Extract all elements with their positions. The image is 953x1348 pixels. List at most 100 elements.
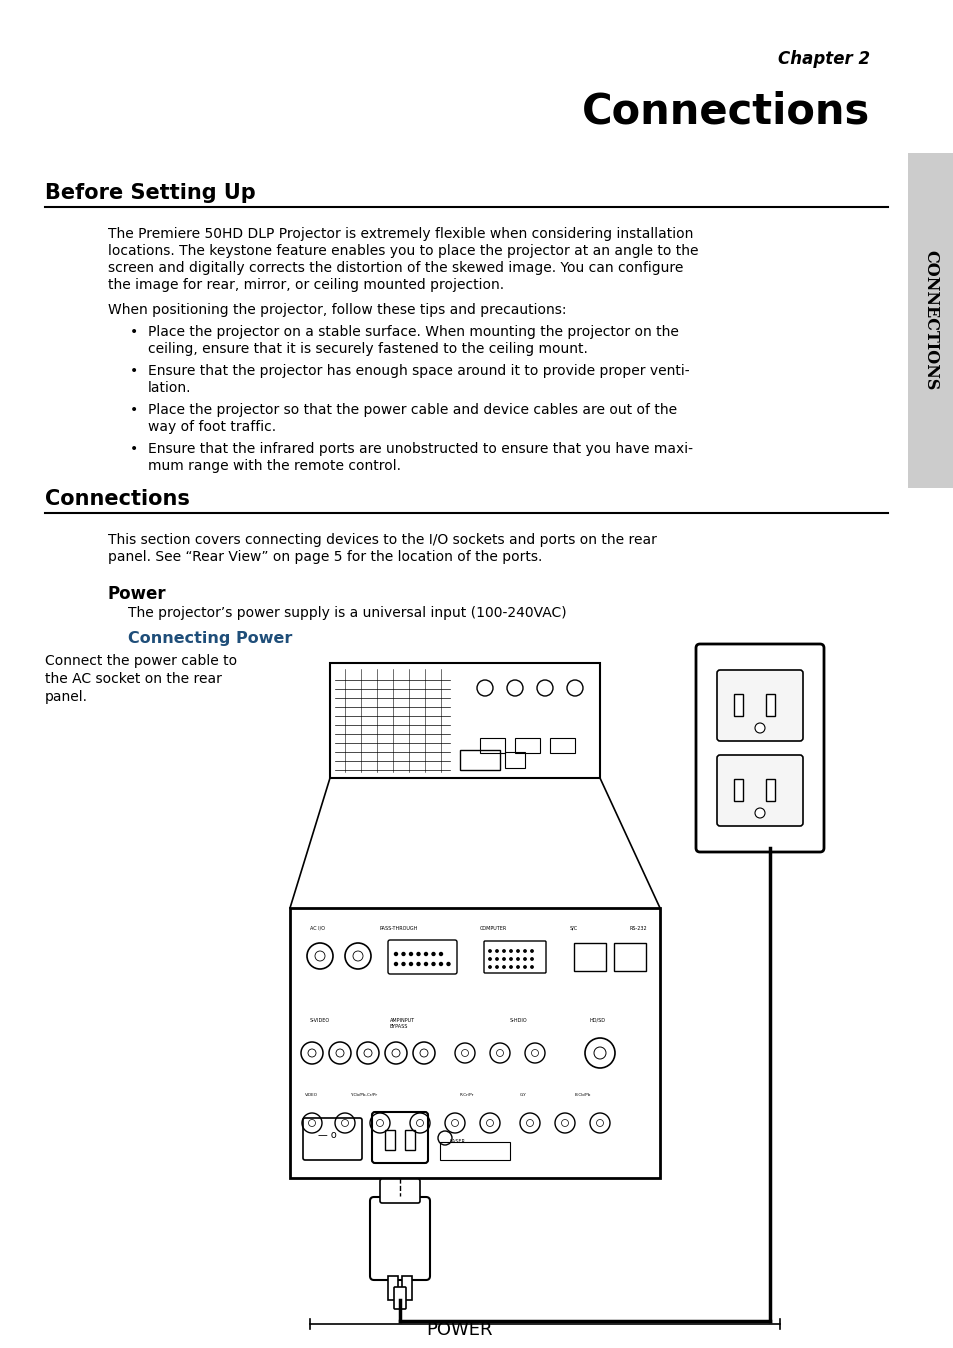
Bar — [733, 694, 742, 716]
Text: Place the projector on a stable surface. When mounting the projector on the: Place the projector on a stable surface.… — [148, 325, 679, 338]
Circle shape — [502, 950, 505, 952]
Circle shape — [416, 953, 419, 956]
Text: way of foot traffic.: way of foot traffic. — [148, 421, 275, 434]
Text: S-HDIO: S-HDIO — [510, 1018, 527, 1023]
Circle shape — [395, 962, 397, 965]
Text: ceiling, ensure that it is securely fastened to the ceiling mount.: ceiling, ensure that it is securely fast… — [148, 342, 587, 356]
Circle shape — [509, 965, 512, 968]
Text: Power: Power — [108, 585, 167, 603]
Text: •: • — [130, 364, 138, 377]
Circle shape — [496, 965, 497, 968]
Circle shape — [401, 962, 405, 965]
Text: The projector’s power supply is a universal input (100-240VAC): The projector’s power supply is a univer… — [128, 607, 566, 620]
Circle shape — [496, 950, 497, 952]
Circle shape — [488, 958, 491, 960]
Text: Ensure that the infrared ports are unobstructed to ensure that you have maxi-: Ensure that the infrared ports are unobs… — [148, 442, 692, 456]
Text: S/C: S/C — [569, 926, 578, 931]
Text: This section covers connecting devices to the I/O sockets and ports on the rear: This section covers connecting devices t… — [108, 532, 657, 547]
Bar — [907, 154, 953, 488]
Text: Before Setting Up: Before Setting Up — [45, 183, 255, 204]
Circle shape — [523, 958, 526, 960]
Circle shape — [409, 953, 412, 956]
Bar — [504, 752, 524, 768]
Text: locations. The keystone feature enables you to place the projector at an angle t: locations. The keystone feature enables … — [108, 244, 698, 257]
Text: •: • — [130, 403, 138, 417]
Circle shape — [517, 950, 518, 952]
Circle shape — [424, 953, 427, 956]
Text: R-Cr/Pr: R-Cr/Pr — [459, 1093, 474, 1097]
Circle shape — [509, 950, 512, 952]
Circle shape — [439, 953, 442, 956]
Text: Chapter 2: Chapter 2 — [777, 50, 869, 67]
Circle shape — [424, 962, 427, 965]
FancyBboxPatch shape — [696, 644, 823, 852]
Text: Connecting Power: Connecting Power — [128, 631, 292, 646]
FancyBboxPatch shape — [290, 909, 659, 1178]
Text: Ensure that the projector has enough space around it to provide proper venti-: Ensure that the projector has enough spa… — [148, 364, 689, 377]
Text: CONNECTIONS: CONNECTIONS — [922, 251, 939, 391]
Circle shape — [409, 962, 412, 965]
FancyBboxPatch shape — [379, 1180, 419, 1202]
Text: Place the projector so that the power cable and device cables are out of the: Place the projector so that the power ca… — [148, 403, 677, 417]
Bar — [765, 779, 774, 801]
Bar — [401, 1277, 412, 1299]
Circle shape — [509, 958, 512, 960]
Circle shape — [447, 962, 450, 965]
Text: •: • — [130, 325, 138, 338]
FancyBboxPatch shape — [330, 663, 599, 778]
Text: POWER: POWER — [426, 1321, 493, 1339]
Text: Y-Cb/Pb-Cr/Pr: Y-Cb/Pb-Cr/Pr — [350, 1093, 376, 1097]
Text: AMPINPUT
BYPASS: AMPINPUT BYPASS — [390, 1018, 415, 1029]
Text: Connections: Connections — [45, 489, 190, 510]
Bar — [439, 1142, 510, 1161]
Text: mum range with the remote control.: mum range with the remote control. — [148, 460, 400, 473]
Circle shape — [432, 953, 435, 956]
Bar — [515, 737, 539, 754]
Bar — [550, 737, 575, 754]
Circle shape — [416, 962, 419, 965]
Circle shape — [517, 965, 518, 968]
Text: •: • — [130, 442, 138, 456]
Text: — o: — o — [317, 1130, 336, 1140]
Circle shape — [530, 958, 533, 960]
Bar — [479, 737, 504, 754]
FancyBboxPatch shape — [717, 755, 802, 826]
Text: panel.: panel. — [45, 690, 88, 704]
FancyBboxPatch shape — [394, 1287, 406, 1309]
Circle shape — [523, 950, 526, 952]
Circle shape — [754, 723, 764, 733]
Text: G-Y: G-Y — [519, 1093, 526, 1097]
Text: panel. See “Rear View” on page 5 for the location of the ports.: panel. See “Rear View” on page 5 for the… — [108, 550, 542, 563]
Circle shape — [530, 950, 533, 952]
Circle shape — [439, 962, 442, 965]
Circle shape — [517, 958, 518, 960]
Circle shape — [530, 965, 533, 968]
Text: HD/SD: HD/SD — [589, 1018, 605, 1023]
Bar — [385, 1130, 395, 1150]
Text: lation.: lation. — [148, 381, 192, 395]
Text: VIDEO: VIDEO — [305, 1093, 317, 1097]
Bar — [733, 779, 742, 801]
Circle shape — [488, 950, 491, 952]
Text: LASER: LASER — [450, 1139, 465, 1144]
FancyBboxPatch shape — [370, 1197, 430, 1281]
Text: screen and digitally corrects the distortion of the skewed image. You can config: screen and digitally corrects the distor… — [108, 262, 682, 275]
Circle shape — [754, 807, 764, 818]
Text: AC I/O: AC I/O — [310, 926, 325, 931]
Text: When positioning the projector, follow these tips and precautions:: When positioning the projector, follow t… — [108, 303, 566, 317]
Bar — [405, 1130, 415, 1150]
Bar — [459, 749, 499, 770]
Text: The Premiere 50HD DLP Projector is extremely flexible when considering installat: The Premiere 50HD DLP Projector is extre… — [108, 226, 693, 241]
Text: the AC socket on the rear: the AC socket on the rear — [45, 673, 222, 686]
Circle shape — [502, 958, 505, 960]
Text: B-Cb/Pb: B-Cb/Pb — [575, 1093, 591, 1097]
Text: COMPUTER: COMPUTER — [479, 926, 507, 931]
Circle shape — [496, 958, 497, 960]
Text: Connect the power cable to: Connect the power cable to — [45, 654, 237, 669]
Text: S-VIDEO: S-VIDEO — [310, 1018, 330, 1023]
Circle shape — [401, 953, 405, 956]
FancyBboxPatch shape — [717, 670, 802, 741]
Circle shape — [488, 965, 491, 968]
Bar — [388, 1277, 397, 1299]
Circle shape — [432, 962, 435, 965]
